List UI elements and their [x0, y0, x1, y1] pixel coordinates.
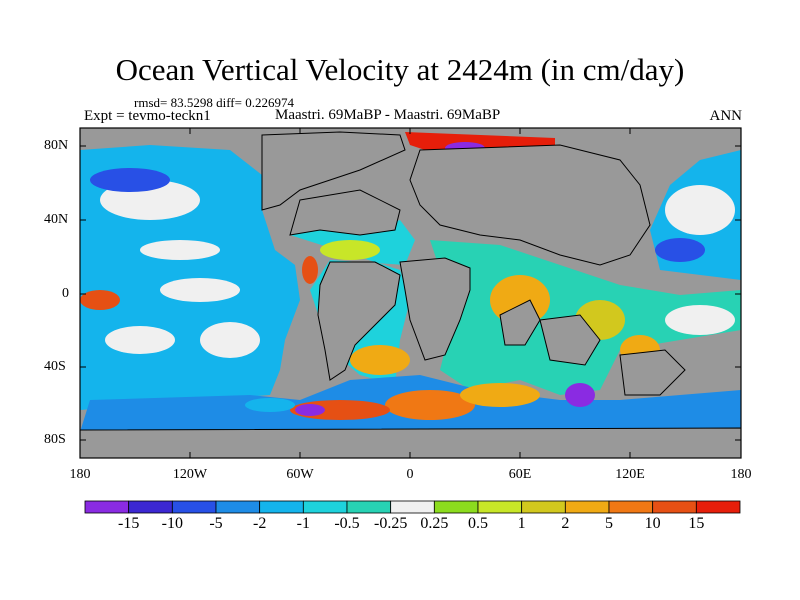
colorbar-label: -0.25: [373, 515, 408, 532]
patch-7: [320, 240, 380, 260]
colorbar-swatch: [608, 500, 654, 514]
map-title: Ocean Vertical Velocity at 2424m (in cm/…: [115, 52, 685, 87]
colorbar-label: 0.25: [420, 515, 449, 532]
colorbar-label: 10: [644, 515, 661, 532]
lon-label-120e: 120E: [615, 467, 645, 482]
lat-label-80s: 80S: [44, 432, 66, 447]
colorbar-label: 0.5: [468, 515, 488, 532]
lon-label-180w: 180: [69, 467, 91, 482]
colorbar-label: 1: [517, 515, 526, 532]
colorbar-label: 15: [688, 515, 705, 532]
colorbar-label: -5: [209, 515, 223, 532]
colorbar-swatch: [695, 500, 741, 514]
colorbar-label: -1: [296, 515, 310, 532]
patch-23: [302, 256, 318, 284]
north-america-south: [289, 189, 401, 236]
lon-label-60w: 60W: [286, 467, 314, 482]
patch-21: [90, 168, 170, 192]
experiment-label: Expt = tevmo-teckn1: [84, 108, 211, 124]
colorbar-label: -0.5: [334, 515, 360, 532]
africa: [399, 257, 471, 361]
colorbar-swatch: [128, 500, 173, 514]
patch-18: [565, 383, 595, 407]
antarctica: [80, 427, 741, 458]
patch-8: [350, 345, 410, 375]
north-america-north: [261, 131, 406, 211]
colorbar-label: -10: [161, 515, 183, 532]
eurasia: [409, 144, 651, 266]
colorbar-swatch: [259, 500, 304, 514]
colorbar-swatch: [84, 500, 130, 514]
colorbar-label: 5: [605, 515, 613, 532]
colorbar-swatch: [346, 500, 392, 514]
stats-text: rmsd= 83.5298 diff= 0.226974: [134, 95, 294, 110]
colorbar-swatch: [390, 500, 435, 514]
lon-label-0: 0: [406, 467, 414, 482]
colorbar-swatch: [215, 500, 261, 514]
case-label: Maastri. 69MaBP - Maastri. 69MaBP: [275, 107, 501, 123]
lon-label-60e: 60E: [508, 467, 532, 482]
lat-label-80n: 80N: [44, 138, 69, 153]
colorbar: [84, 500, 741, 514]
lon-label-180e: 180: [730, 467, 752, 482]
patch-10: [460, 383, 540, 407]
australia: [619, 349, 686, 396]
patch-4: [200, 322, 260, 358]
colorbar-swatch: [477, 500, 523, 514]
patch-14: [665, 305, 735, 335]
india: [499, 299, 541, 346]
season-label: ANN: [709, 108, 743, 124]
colorbar-swatch: [521, 500, 566, 514]
patch-16: [665, 185, 735, 235]
colorbar-swatch: [564, 500, 610, 514]
colorbar-label: 2: [561, 515, 570, 532]
patch-3: [105, 326, 175, 354]
patch-20: [245, 398, 295, 412]
map-area: [80, 128, 741, 458]
colorbar-swatch: [652, 500, 697, 514]
tick-marks: [80, 128, 741, 458]
madagascar-region: [539, 314, 601, 366]
lat-label-40n: 40N: [44, 212, 69, 227]
patch-17: [655, 238, 705, 262]
patch-2: [160, 278, 240, 302]
patch-22: [80, 290, 120, 310]
colorbar-label: -2: [252, 515, 267, 532]
lat-label-40s: 40S: [44, 359, 66, 374]
colorbar-swatch: [171, 500, 217, 514]
patch-19: [295, 404, 325, 416]
lon-label-120w: 120W: [172, 467, 208, 482]
patch-5: [140, 240, 220, 260]
colorbar-swatch: [302, 500, 348, 514]
colorbar-label: -15: [117, 515, 140, 532]
south-america: [317, 261, 401, 381]
patch-9: [385, 390, 475, 420]
colorbar-swatch: [433, 500, 479, 514]
lat-label-0: 0: [62, 286, 69, 301]
